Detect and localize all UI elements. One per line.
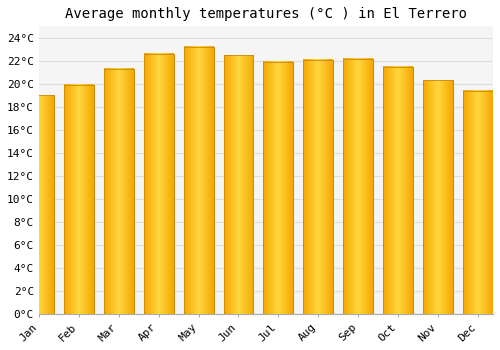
Bar <box>64 85 94 314</box>
Bar <box>24 95 54 314</box>
Bar <box>224 55 254 314</box>
Bar <box>144 54 174 314</box>
Bar <box>264 62 294 314</box>
Bar <box>423 80 453 314</box>
Bar <box>64 85 94 314</box>
Bar <box>144 54 174 314</box>
Bar <box>104 69 134 314</box>
Bar <box>184 47 214 314</box>
Bar <box>344 58 374 314</box>
Bar <box>383 66 413 314</box>
Bar <box>423 80 453 314</box>
Bar <box>304 60 334 314</box>
Bar <box>24 95 54 314</box>
Bar <box>224 55 254 314</box>
Bar <box>264 62 294 314</box>
Bar <box>304 60 334 314</box>
Bar <box>184 47 214 314</box>
Bar <box>104 69 134 314</box>
Bar <box>344 58 374 314</box>
Bar <box>383 66 413 314</box>
Bar <box>463 91 493 314</box>
Bar <box>463 91 493 314</box>
Title: Average monthly temperatures (°C ) in El Terrero: Average monthly temperatures (°C ) in El… <box>65 7 467 21</box>
